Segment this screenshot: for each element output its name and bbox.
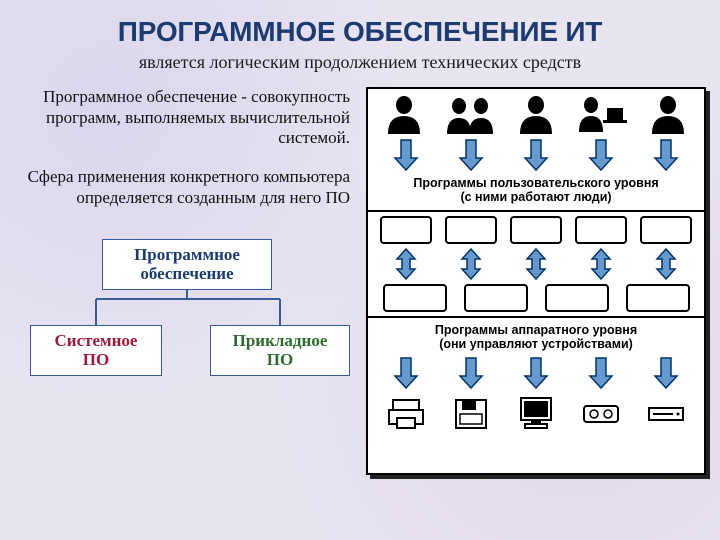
monitor-icon: [513, 394, 559, 432]
people-row: [368, 91, 704, 137]
arrow-updown-icon: [523, 247, 549, 281]
software-tree: Программное обеспечение Системное ПО При…: [14, 239, 356, 379]
arrow-down-icon: [393, 138, 419, 172]
definition-paragraph: Программное обеспечение - совокупность п…: [14, 87, 356, 149]
program-box: [445, 216, 497, 244]
right-column: Программы пользовательского уровня (с ни…: [366, 87, 708, 475]
label-text: Программы пользовательского уровня: [413, 176, 658, 190]
scope-paragraph: Сфера применения конкретного компьютера …: [14, 167, 356, 208]
arrow-row-1: [368, 137, 704, 173]
page-subtitle: является логическим продолжением техниче…: [0, 52, 720, 87]
separator: [368, 316, 704, 318]
arrow-down-icon: [523, 138, 549, 172]
arrow-down-icon: [588, 138, 614, 172]
hardware-level-label: Программы аппаратного уровня (они управл…: [368, 320, 704, 355]
person-icon: [380, 94, 428, 134]
label-text: Программы аппаратного уровня: [435, 323, 637, 337]
program-box: [464, 284, 528, 312]
devices-row: [368, 391, 704, 435]
drive-icon: [643, 394, 689, 432]
program-box: [575, 216, 627, 244]
person-desk-icon: [573, 94, 631, 134]
arrow-row-3: [368, 355, 704, 391]
arrow-down-icon: [458, 356, 484, 390]
arrow-updown-icon: [653, 247, 679, 281]
arrow-row-2: [368, 246, 704, 282]
people-pair-icon: [441, 94, 499, 134]
person-icon: [512, 94, 560, 134]
arrow-updown-icon: [458, 247, 484, 281]
floppy-icon: [448, 394, 494, 432]
arrow-down-icon: [653, 356, 679, 390]
tree-leaf-applied: Прикладное ПО: [210, 325, 350, 376]
arrow-down-icon: [458, 138, 484, 172]
layers-diagram: Программы пользовательского уровня (с ни…: [366, 87, 706, 475]
program-box: [545, 284, 609, 312]
arrow-down-icon: [523, 356, 549, 390]
program-box: [510, 216, 562, 244]
tape-icon: [578, 394, 624, 432]
left-column: Программное обеспечение - совокупность п…: [14, 87, 356, 475]
page-title: ПРОГРАММНОЕ ОБЕСПЕЧЕНИЕ ИТ: [0, 0, 720, 52]
box-row-2: [368, 282, 704, 314]
tree-root-node: Программное обеспечение: [102, 239, 272, 290]
printer-icon: [383, 394, 429, 432]
content-area: Программное обеспечение - совокупность п…: [0, 87, 720, 475]
person-icon: [644, 94, 692, 134]
program-box: [626, 284, 690, 312]
arrow-updown-icon: [588, 247, 614, 281]
user-level-label: Программы пользовательского уровня (с ни…: [368, 173, 704, 208]
arrow-down-icon: [393, 356, 419, 390]
label-subtext: (с ними работают люди): [460, 190, 611, 204]
program-box: [383, 284, 447, 312]
arrow-down-icon: [588, 356, 614, 390]
arrow-updown-icon: [393, 247, 419, 281]
label-subtext: (они управляют устройствами): [439, 337, 633, 351]
program-box: [380, 216, 432, 244]
program-box: [640, 216, 692, 244]
separator: [368, 210, 704, 212]
tree-leaf-system: Системное ПО: [30, 325, 162, 376]
arrow-down-icon: [653, 138, 679, 172]
box-row-1: [368, 214, 704, 246]
